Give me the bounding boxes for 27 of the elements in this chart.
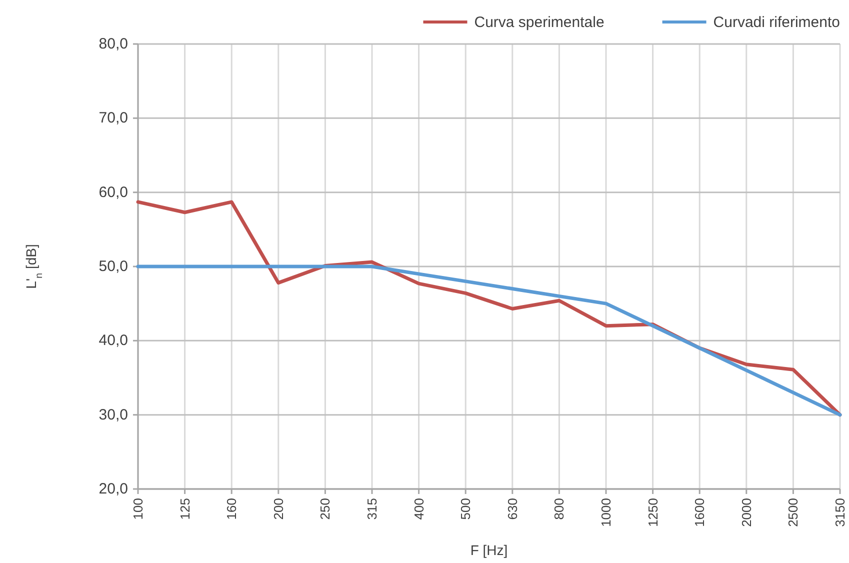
legend-label: Curva sperimentale <box>474 14 604 31</box>
x-tick-label: 1000 <box>598 498 614 527</box>
x-tick-label: 315 <box>364 498 380 520</box>
x-tick-label: 100 <box>130 498 146 520</box>
y-tick-label: 80,0 <box>98 36 128 52</box>
y-tick-label: 70,0 <box>98 110 128 127</box>
y-tick-label: 50,0 <box>98 258 128 275</box>
x-tick-label: 2500 <box>786 498 801 527</box>
x-tick-label: 250 <box>318 498 333 520</box>
y-tick-label: 30,0 <box>98 406 128 424</box>
x-tick-label: 2000 <box>738 498 754 527</box>
line-series <box>136 264 842 417</box>
y-tick-label: 20,0 <box>98 480 128 498</box>
x-tick-label: 3150 <box>832 498 848 527</box>
x-tick-label: 800 <box>552 498 567 520</box>
y-tick-label: 60,0 <box>98 184 128 201</box>
x-tick-label: 630 <box>504 498 520 520</box>
x-tick-label: 500 <box>458 498 474 520</box>
x-tick-label: 400 <box>411 498 426 520</box>
x-tick-label: 1250 <box>645 498 660 527</box>
x-tick-label: 1600 <box>692 498 708 527</box>
x-tick-label: 125 <box>177 498 192 520</box>
y-tick-label: 40,0 <box>98 332 128 350</box>
x-tick-label: 200 <box>270 498 286 520</box>
x-axis-title: F [Hz] <box>470 542 508 558</box>
legend-label: Curvadi riferimento <box>713 14 840 31</box>
x-tick-label: 160 <box>224 498 240 520</box>
